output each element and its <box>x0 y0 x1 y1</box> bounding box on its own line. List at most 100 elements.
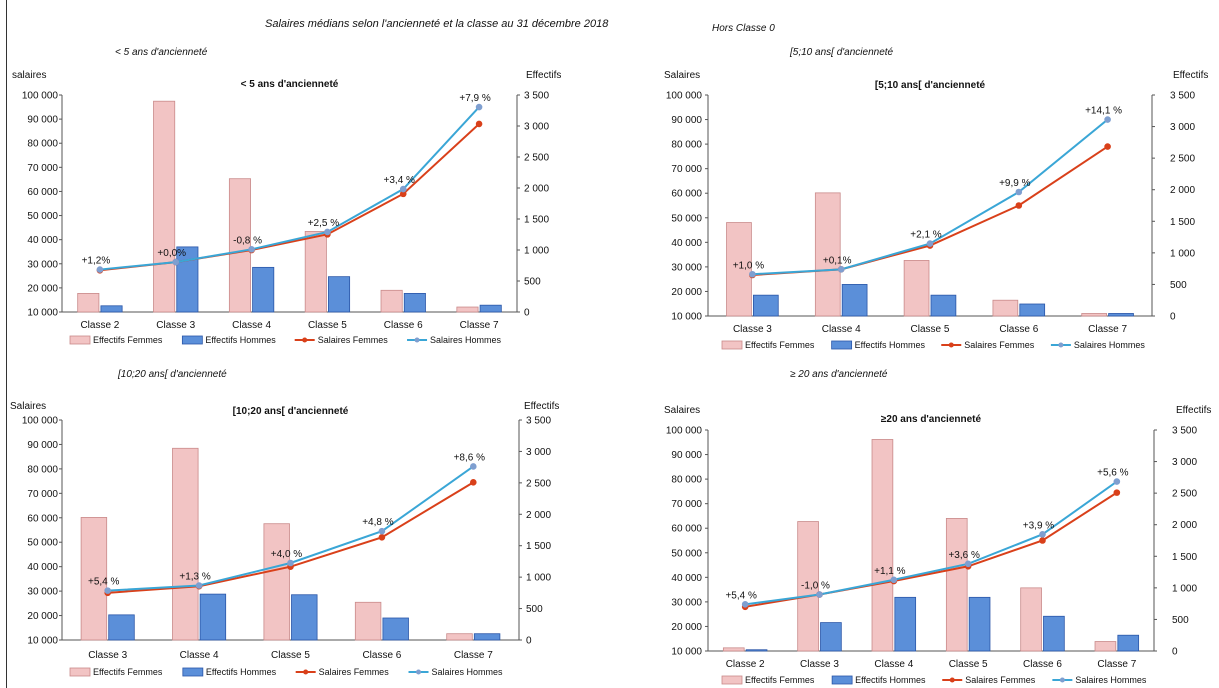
right-tick-label: 500 <box>526 604 543 615</box>
right-tick-label: 2 000 <box>524 184 549 195</box>
point-salaires-hommes <box>324 228 331 236</box>
left-tick-label: 60 000 <box>671 524 702 535</box>
legend-label-salaires-hommes: Salaires Hommes <box>432 667 504 677</box>
right-tick-label: 3 500 <box>526 416 551 427</box>
left-border-rule <box>6 0 7 688</box>
left-tick-label: 40 000 <box>27 562 58 573</box>
bar-effectifs-hommes <box>108 614 135 641</box>
x-tick-label: Classe 3 <box>156 320 195 331</box>
point-salaires-femmes <box>1104 143 1111 150</box>
line-salaires-hommes <box>99 106 480 271</box>
x-tick-label: Classe 7 <box>1088 324 1127 335</box>
y-axis-label-left: Salaires <box>664 405 700 416</box>
point-salaires-hommes <box>926 240 934 247</box>
right-tick-label: 1 000 <box>526 573 551 584</box>
legend-label-salaires-femmes: Salaires Femmes <box>965 675 1036 685</box>
bar-effectifs-femmes <box>456 306 479 313</box>
right-tick-label: 3 000 <box>1172 457 1197 468</box>
left-tick-label: 50 000 <box>671 548 702 559</box>
bar-effectifs-hommes <box>382 617 409 641</box>
left-tick-label: 30 000 <box>671 597 702 608</box>
bar-effectifs-femmes <box>871 439 894 652</box>
y-axis-label-right: Effectifs <box>526 70 561 81</box>
x-tick-label: Classe 6 <box>999 324 1038 335</box>
bar-effectifs-hommes <box>100 305 123 313</box>
legend-marker-salaires-femmes <box>949 677 955 683</box>
point-salaires-hommes <box>1104 116 1111 123</box>
chart-title: ≥20 ans d'ancienneté <box>881 414 982 425</box>
legend-marker-salaires-hommes <box>1059 677 1065 683</box>
legend-swatch-effectifs-femmes <box>69 667 91 677</box>
bar-effectifs-hommes <box>291 594 318 641</box>
legend-swatch-effectifs-hommes <box>181 335 203 345</box>
bar-effectifs-femmes <box>80 517 108 641</box>
annotation-label: +14,1 % <box>1085 106 1122 117</box>
point-salaires-femmes <box>475 120 483 128</box>
x-tick-label: Classe 2 <box>726 659 765 670</box>
left-tick-label: 100 000 <box>666 91 703 102</box>
left-tick-label: 70 000 <box>671 499 702 510</box>
right-tick-label: 2 000 <box>1172 520 1197 531</box>
annotation-label: +1,3 % <box>179 571 211 582</box>
bar-effectifs-hommes <box>841 284 868 317</box>
annotation-label: +0,0% <box>157 248 186 259</box>
bar-effectifs-femmes <box>446 633 473 641</box>
bar-effectifs-hommes <box>403 292 426 313</box>
point-salaires-hommes <box>1015 188 1023 196</box>
legend-marker-salaires-hommes <box>416 669 422 675</box>
page-title: Salaires médians selon l'ancienneté et l… <box>265 18 609 30</box>
annotation-label: +4,8 % <box>362 517 394 528</box>
x-tick-label: Classe 7 <box>454 650 493 661</box>
panel-label-4: ≥ 20 ans d'ancienneté <box>790 369 888 380</box>
point-salaires-hommes <box>1039 531 1046 538</box>
legend-label-salaires-femmes: Salaires Femmes <box>964 340 1035 350</box>
point-salaires-hommes <box>248 246 255 253</box>
right-tick-label: 1 500 <box>526 541 551 552</box>
legend-swatch-effectifs-femmes <box>721 340 743 350</box>
left-tick-label: 70 000 <box>27 489 58 500</box>
panel-label-3: [10;20 ans[ d'ancienneté <box>118 369 227 380</box>
legend-label-effectifs-hommes: Effectifs Hommes <box>855 675 926 685</box>
left-tick-label: 90 000 <box>27 115 58 126</box>
legend-label-effectifs-hommes: Effectifs Hommes <box>205 335 276 345</box>
legend-swatch-effectifs-hommes <box>831 675 853 685</box>
y-axis-label-left: Salaires <box>10 401 46 412</box>
bar-effectifs-femmes <box>263 523 290 641</box>
bar-effectifs-hommes <box>199 593 227 641</box>
right-tick-label: 0 <box>526 636 532 647</box>
bar-effectifs-femmes <box>1020 587 1042 652</box>
point-salaires-hommes <box>172 258 180 266</box>
bar-effectifs-hommes <box>176 246 199 313</box>
point-salaires-hommes <box>837 266 845 273</box>
left-tick-label: 60 000 <box>27 187 58 198</box>
annotation-label: +2,5 % <box>308 218 340 229</box>
point-salaires-hommes <box>890 576 898 584</box>
left-tick-label: 100 000 <box>22 91 59 102</box>
point-salaires-hommes <box>287 559 294 567</box>
chart-title: < 5 ans d'ancienneté <box>241 79 339 90</box>
annotation-label: +1,2% <box>82 256 111 267</box>
x-tick-label: Classe 6 <box>384 320 423 331</box>
left-tick-label: 10 000 <box>671 312 702 323</box>
bar-effectifs-femmes <box>945 518 968 652</box>
y-axis-label-right: Effectifs <box>1173 70 1208 81</box>
bar-effectifs-hommes <box>820 622 842 652</box>
annotation-label: +5,4 % <box>88 577 120 588</box>
annotation-label: +1,1 % <box>874 566 906 577</box>
right-tick-label: 2 500 <box>1170 154 1195 165</box>
left-tick-label: 90 000 <box>27 440 58 451</box>
left-tick-label: 30 000 <box>27 259 58 270</box>
left-tick-label: 80 000 <box>27 139 58 150</box>
bar-effectifs-hommes <box>479 304 502 313</box>
legend-marker-salaires-hommes <box>1058 342 1064 348</box>
point-salaires-hommes <box>378 527 386 535</box>
annotation-label: +9,9 % <box>999 178 1031 189</box>
point-salaires-hommes <box>96 266 104 273</box>
bar-effectifs-femmes <box>228 178 251 313</box>
legend-marker-salaires-femmes <box>948 342 954 348</box>
right-tick-label: 1 000 <box>1172 583 1197 594</box>
right-tick-label: 3 000 <box>524 122 549 133</box>
bar-effectifs-hommes <box>1019 303 1046 317</box>
left-tick-label: 40 000 <box>671 573 702 584</box>
